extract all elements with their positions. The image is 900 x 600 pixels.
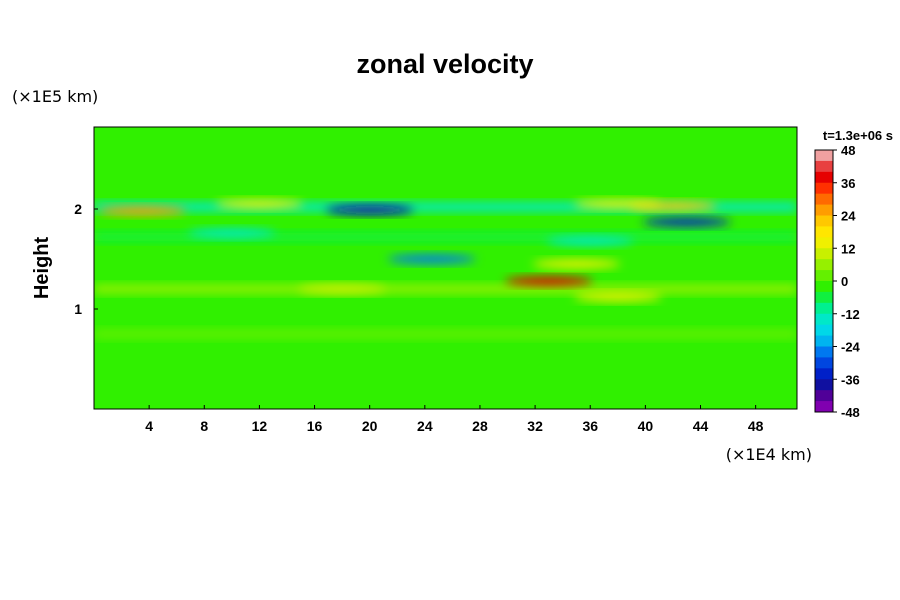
colorbar-segment bbox=[815, 291, 833, 304]
colorbar-tick-label: -12 bbox=[841, 307, 860, 322]
x-tick-label: 36 bbox=[582, 418, 598, 434]
heatmap-band bbox=[94, 329, 797, 339]
heatmap-features bbox=[94, 199, 797, 339]
colorbar-tick-label: 48 bbox=[841, 143, 855, 158]
colorbar-segment bbox=[815, 281, 833, 293]
heatmap-blob bbox=[387, 254, 476, 264]
colorbar-tick-label: -24 bbox=[841, 340, 861, 355]
y-axis-label: Height bbox=[31, 237, 53, 300]
heatmap-band bbox=[94, 284, 797, 294]
heatmap-blob bbox=[98, 206, 187, 216]
colorbar-segment bbox=[815, 150, 833, 162]
colorbar-segment bbox=[815, 193, 833, 206]
y-axis-unit: (×1E5 km) bbox=[12, 87, 98, 106]
plot-background bbox=[94, 127, 797, 409]
colorbar-tick-label: 24 bbox=[841, 209, 856, 224]
y-tick-label: 1 bbox=[74, 301, 82, 317]
heatmap-blob bbox=[325, 205, 414, 215]
plot-area bbox=[93, 126, 798, 410]
heatmap-band bbox=[94, 232, 797, 242]
colorbar-segment bbox=[815, 302, 833, 315]
heatmap-blob bbox=[298, 284, 387, 294]
colorbar-tick-label: 0 bbox=[841, 274, 848, 289]
heatmap-blob bbox=[546, 236, 635, 246]
heatmap-blob bbox=[573, 199, 662, 209]
x-axis-unit: (×1E4 km) bbox=[726, 445, 812, 464]
colorbar-tick-label: 12 bbox=[841, 241, 855, 256]
colorbar-segment bbox=[815, 368, 833, 380]
heatmap-blob bbox=[215, 199, 304, 209]
heatmap-blob bbox=[532, 259, 621, 269]
colorbar-segment bbox=[815, 215, 833, 227]
colorbar-segment bbox=[815, 259, 833, 271]
x-tick-label: 8 bbox=[200, 418, 208, 434]
colorbar-segment bbox=[815, 313, 833, 326]
heatmap-blob bbox=[504, 276, 593, 286]
x-tick-label: 24 bbox=[417, 418, 433, 434]
heatmap-band bbox=[94, 202, 797, 212]
colorbar-segment bbox=[815, 160, 833, 173]
colorbar-segment bbox=[815, 270, 833, 282]
colorbar-tick-label: 36 bbox=[841, 176, 855, 191]
colorbar: 48 36 24 12 0 -12 -24 -36 -48 bbox=[814, 143, 861, 420]
heatmap-blob bbox=[642, 217, 731, 227]
colorbar-segment bbox=[815, 248, 833, 260]
x-tick-label: 40 bbox=[638, 418, 654, 434]
colorbar-segment bbox=[815, 379, 833, 391]
colorbar-tick-label: -48 bbox=[841, 405, 860, 420]
colorbar-segment bbox=[815, 237, 833, 249]
y-tick-label: 2 bbox=[74, 201, 82, 217]
x-tick-label: 16 bbox=[307, 418, 323, 434]
chart-title: zonal velocity bbox=[356, 49, 533, 79]
x-axis-ticks: 4 8 12 16 20 24 28 32 36 40 44 48 bbox=[145, 405, 764, 434]
colorbar-tick-label: -36 bbox=[841, 372, 860, 387]
x-tick-label: 20 bbox=[362, 418, 378, 434]
y-axis-ticks: 12 bbox=[74, 201, 98, 317]
x-tick-label: 32 bbox=[527, 418, 543, 434]
colorbar-segment bbox=[815, 204, 833, 216]
colorbar-segment bbox=[815, 390, 833, 402]
x-tick-label: 48 bbox=[748, 418, 764, 434]
colorbar-segment bbox=[815, 357, 833, 369]
heatmap-blob bbox=[573, 292, 662, 302]
plot-frame bbox=[93, 126, 798, 410]
colorbar-segment bbox=[815, 171, 833, 184]
colorbar-segment bbox=[815, 226, 833, 238]
colorbar-segment bbox=[815, 182, 833, 195]
colorbar-segment bbox=[815, 401, 833, 413]
x-tick-label: 44 bbox=[693, 418, 709, 434]
x-tick-label: 4 bbox=[145, 418, 153, 434]
heatmap-blob bbox=[187, 228, 276, 238]
x-tick-label: 12 bbox=[252, 418, 268, 434]
colorbar-segment bbox=[815, 346, 833, 358]
time-label: t=1.3e+06 s bbox=[823, 128, 893, 143]
colorbar-segment bbox=[815, 324, 833, 337]
x-tick-label: 28 bbox=[472, 418, 488, 434]
colorbar-segment bbox=[815, 335, 833, 347]
